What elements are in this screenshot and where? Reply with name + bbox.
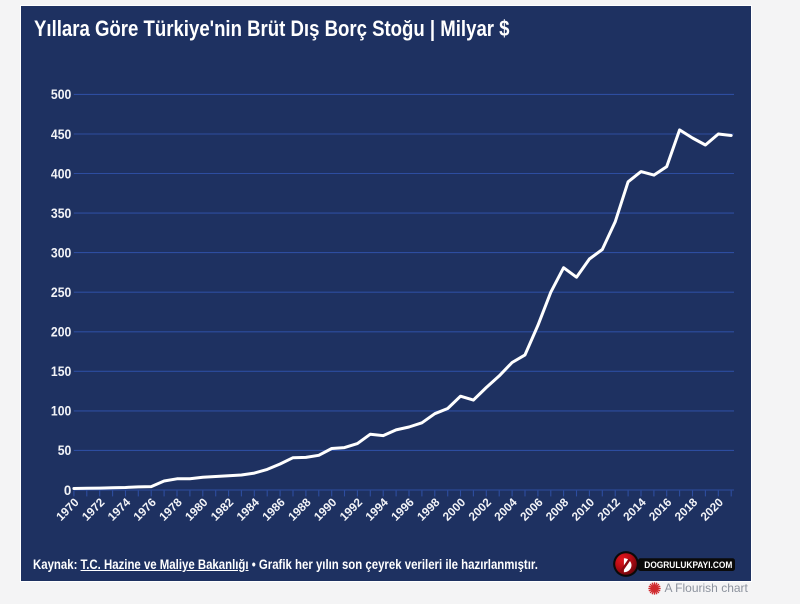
svg-text:500: 500	[51, 87, 71, 102]
svg-text:50: 50	[58, 443, 72, 458]
svg-text:100: 100	[51, 403, 71, 418]
svg-text:400: 400	[51, 166, 71, 181]
svg-text:2000: 2000	[440, 495, 469, 524]
svg-text:1988: 1988	[285, 495, 314, 524]
svg-text:DOGRULUKPAYI.COM: DOGRULUKPAYI.COM	[644, 560, 732, 571]
svg-text:2014: 2014	[620, 495, 649, 524]
svg-text:2004: 2004	[491, 495, 520, 524]
svg-text:1978: 1978	[156, 495, 185, 524]
svg-text:2016: 2016	[646, 495, 675, 524]
svg-text:200: 200	[51, 324, 71, 339]
svg-text:350: 350	[51, 205, 71, 220]
svg-text:1992: 1992	[337, 495, 366, 524]
svg-text:2012: 2012	[594, 495, 623, 524]
svg-text:2002: 2002	[466, 495, 495, 524]
svg-text:1996: 1996	[388, 495, 417, 524]
svg-text:1972: 1972	[79, 495, 108, 524]
svg-text:2018: 2018	[672, 495, 701, 524]
svg-text:0: 0	[64, 482, 71, 497]
svg-text:1974: 1974	[105, 495, 134, 524]
svg-text:2010: 2010	[569, 495, 598, 524]
svg-text:2020: 2020	[698, 495, 727, 524]
svg-text:1994: 1994	[362, 495, 391, 524]
svg-text:1982: 1982	[208, 495, 237, 524]
svg-text:1980: 1980	[182, 495, 211, 524]
svg-text:1970: 1970	[53, 495, 82, 524]
svg-text:1984: 1984	[234, 495, 263, 524]
svg-text:1998: 1998	[414, 495, 443, 524]
svg-text:450: 450	[51, 126, 71, 141]
svg-text:2006: 2006	[517, 495, 546, 524]
svg-text:150: 150	[51, 364, 71, 379]
svg-text:1976: 1976	[130, 495, 159, 524]
svg-text:2008: 2008	[543, 495, 572, 524]
svg-text:250: 250	[51, 285, 71, 300]
svg-text:1986: 1986	[259, 495, 288, 524]
svg-text:300: 300	[51, 245, 71, 260]
svg-text:1990: 1990	[311, 495, 340, 524]
